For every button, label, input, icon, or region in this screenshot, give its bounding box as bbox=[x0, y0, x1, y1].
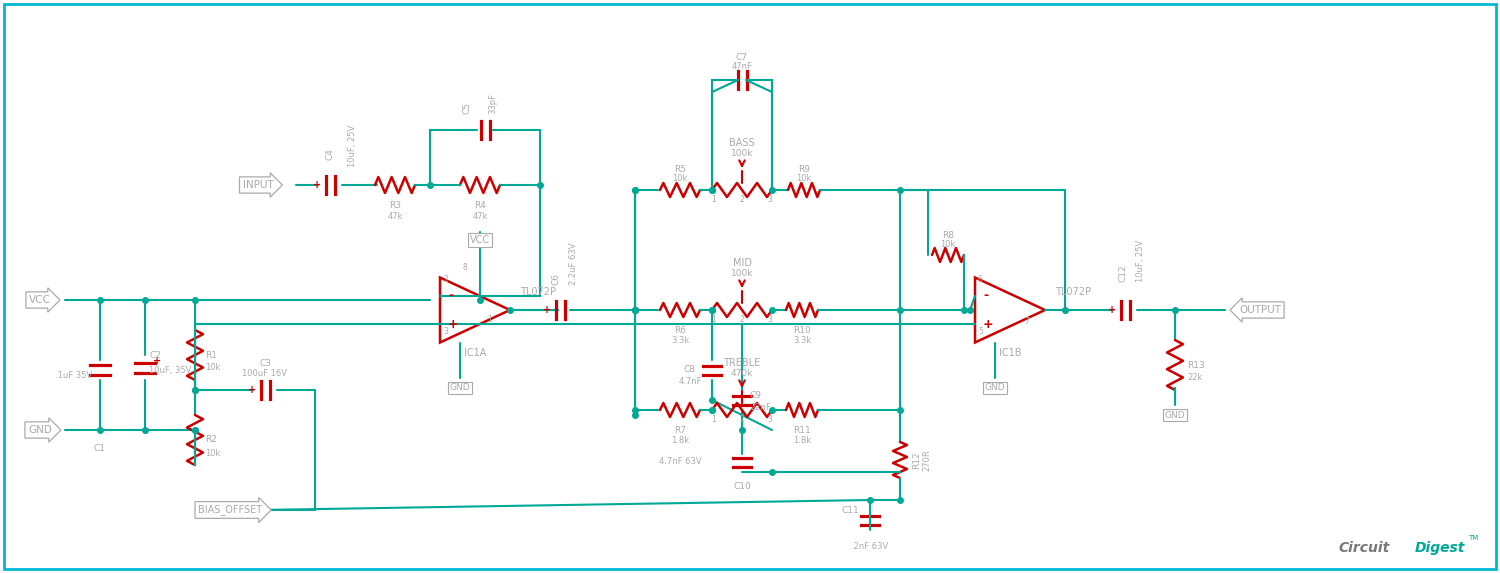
Text: R13: R13 bbox=[1186, 360, 1204, 370]
Text: GND: GND bbox=[1164, 410, 1185, 419]
Text: 2: 2 bbox=[740, 415, 744, 424]
Text: TL072P: TL072P bbox=[520, 287, 556, 297]
Text: 270R: 270R bbox=[922, 449, 932, 471]
Text: 47nF: 47nF bbox=[732, 62, 753, 71]
Text: R4: R4 bbox=[474, 201, 486, 210]
Text: +: + bbox=[314, 180, 321, 190]
Text: -: - bbox=[982, 289, 988, 303]
Text: 47k: 47k bbox=[387, 212, 402, 221]
Text: +: + bbox=[249, 385, 256, 395]
Text: .1uF 35V: .1uF 35V bbox=[56, 371, 92, 379]
Text: R6: R6 bbox=[674, 326, 686, 335]
Text: 1.8k: 1.8k bbox=[670, 436, 688, 445]
Text: C4: C4 bbox=[326, 148, 334, 160]
Text: C5: C5 bbox=[462, 102, 471, 114]
Text: 10k: 10k bbox=[206, 449, 220, 457]
Text: +: + bbox=[1108, 305, 1116, 315]
Text: 47k: 47k bbox=[472, 212, 488, 221]
Text: R12: R12 bbox=[912, 451, 921, 469]
Text: TREBLE: TREBLE bbox=[723, 358, 760, 368]
Text: BIAS_OFFSET: BIAS_OFFSET bbox=[198, 505, 262, 516]
Text: R9: R9 bbox=[798, 165, 810, 174]
Text: 7: 7 bbox=[1024, 317, 1029, 326]
Text: 8: 8 bbox=[462, 263, 468, 272]
Text: -: - bbox=[448, 289, 453, 303]
Text: R5: R5 bbox=[674, 165, 686, 174]
Text: 4.7nF: 4.7nF bbox=[678, 378, 702, 387]
Text: VCC: VCC bbox=[470, 235, 490, 245]
Text: R3: R3 bbox=[388, 201, 400, 210]
Text: 10uF, 25V: 10uF, 25V bbox=[1137, 240, 1146, 282]
Text: MID: MID bbox=[732, 258, 752, 268]
Text: C12: C12 bbox=[1119, 264, 1128, 282]
Text: R7: R7 bbox=[674, 426, 686, 435]
Text: 3: 3 bbox=[442, 327, 448, 336]
Text: 470k: 470k bbox=[730, 369, 753, 378]
Text: VCC: VCC bbox=[28, 295, 51, 305]
Text: C9: C9 bbox=[750, 391, 762, 399]
Text: 2.2uF 63V: 2.2uF 63V bbox=[570, 242, 579, 285]
Text: 3.3k: 3.3k bbox=[670, 336, 688, 345]
Text: 4.7nF 63V: 4.7nF 63V bbox=[660, 457, 702, 466]
Text: 2: 2 bbox=[740, 195, 744, 204]
Text: R11: R11 bbox=[794, 426, 812, 435]
Text: 33pF: 33pF bbox=[489, 93, 498, 114]
Text: R8: R8 bbox=[942, 231, 954, 240]
Text: GND: GND bbox=[28, 425, 53, 435]
Text: Digest: Digest bbox=[1414, 541, 1466, 555]
Text: 3: 3 bbox=[768, 195, 772, 204]
Text: +: + bbox=[153, 356, 160, 366]
Text: +: + bbox=[982, 317, 993, 331]
Text: OUTPUT: OUTPUT bbox=[1239, 305, 1281, 315]
Text: 10k: 10k bbox=[672, 174, 687, 183]
Text: 10uF, 25V: 10uF, 25V bbox=[348, 125, 357, 167]
Text: 10uF, 35V: 10uF, 35V bbox=[148, 366, 192, 375]
Text: C11: C11 bbox=[842, 506, 860, 515]
Text: IC1B: IC1B bbox=[999, 348, 1022, 358]
Text: 100k: 100k bbox=[730, 269, 753, 278]
Text: 3.3k: 3.3k bbox=[794, 336, 812, 345]
Text: C6: C6 bbox=[552, 273, 561, 285]
Text: INPUT: INPUT bbox=[243, 180, 273, 190]
Text: 10k: 10k bbox=[206, 363, 220, 372]
Text: IC1A: IC1A bbox=[464, 348, 486, 358]
Text: C7: C7 bbox=[736, 53, 748, 62]
Text: 100k: 100k bbox=[730, 149, 753, 158]
Text: Circuit: Circuit bbox=[1338, 541, 1390, 555]
Text: R10: R10 bbox=[794, 326, 812, 335]
Text: 5: 5 bbox=[978, 327, 982, 336]
Text: 1: 1 bbox=[711, 415, 717, 424]
Text: 100uF 16V: 100uF 16V bbox=[243, 369, 288, 378]
Text: 1.8k: 1.8k bbox=[794, 436, 812, 445]
Text: BASS: BASS bbox=[729, 138, 754, 148]
Text: C1: C1 bbox=[94, 444, 106, 453]
Text: 2: 2 bbox=[442, 275, 447, 284]
Text: GND: GND bbox=[984, 383, 1005, 393]
Text: TL072P: TL072P bbox=[1054, 287, 1090, 297]
Text: C2: C2 bbox=[148, 351, 160, 359]
Text: 3: 3 bbox=[768, 315, 772, 324]
Text: 1: 1 bbox=[711, 315, 717, 324]
Text: 3: 3 bbox=[768, 415, 772, 424]
Text: 10k: 10k bbox=[940, 240, 956, 249]
Text: +: + bbox=[448, 317, 459, 331]
Text: .2nF 63V: .2nF 63V bbox=[852, 542, 888, 551]
Text: 1: 1 bbox=[488, 315, 492, 324]
Text: R1: R1 bbox=[206, 351, 218, 359]
Text: C8: C8 bbox=[684, 366, 696, 375]
Text: 2: 2 bbox=[740, 315, 744, 324]
Text: R2: R2 bbox=[206, 435, 218, 445]
Text: C10: C10 bbox=[734, 482, 752, 491]
Text: C3: C3 bbox=[260, 359, 272, 368]
Text: 22nF: 22nF bbox=[750, 403, 771, 413]
Text: 10k: 10k bbox=[796, 174, 812, 183]
Text: 1: 1 bbox=[711, 195, 717, 204]
Text: TM: TM bbox=[1468, 535, 1478, 541]
Text: 6: 6 bbox=[978, 275, 982, 284]
Text: GND: GND bbox=[450, 383, 471, 393]
Text: +: + bbox=[543, 305, 552, 315]
Text: 22k: 22k bbox=[1186, 374, 1203, 383]
